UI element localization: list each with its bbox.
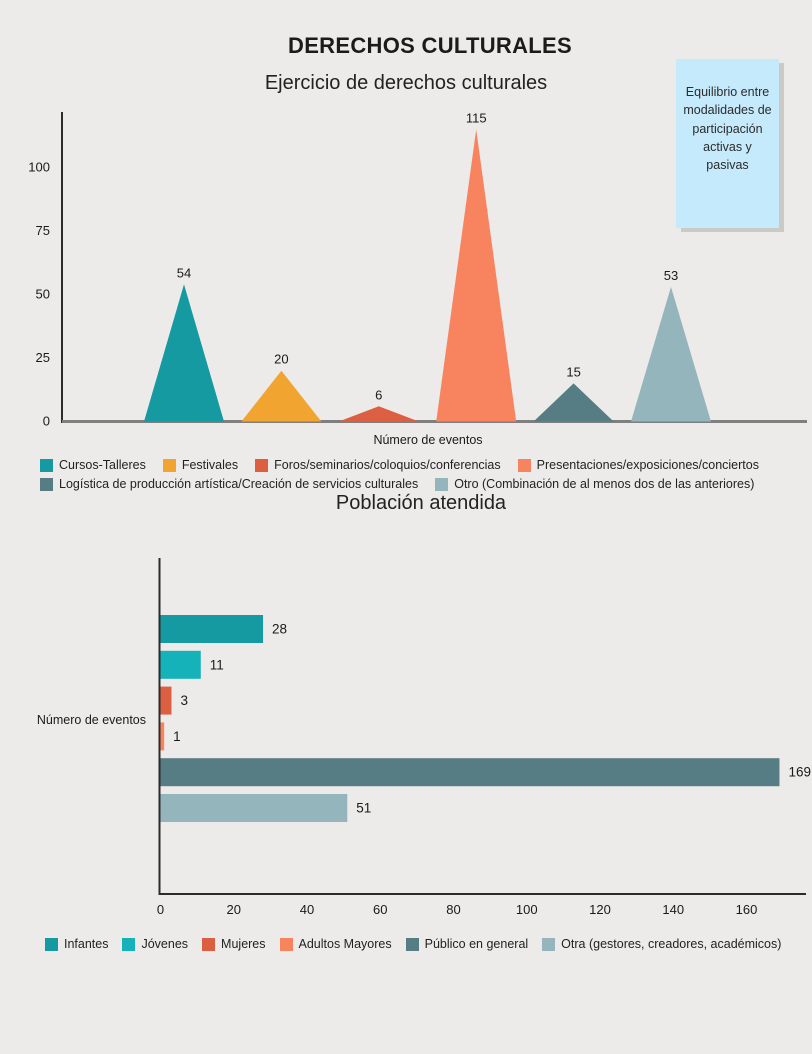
legend-row: Logística de producción artística/Creaci… [40, 477, 759, 491]
legend-item-mujeres: Mujeres [202, 937, 266, 951]
legend-swatch-otro-combinacion-de-al-menos-dos-de-la [435, 477, 449, 491]
legend-item-logistica-de-produccion-artistica-crea: Logística de producción artística/Creaci… [40, 477, 418, 491]
x-tick-label: 0 [157, 902, 164, 917]
legend-item-festivales: Festivales [162, 458, 239, 472]
x-tick-label: 100 [516, 902, 538, 917]
x-tick-label: 120 [589, 902, 611, 917]
value-label-cursos-talleres: 54 [177, 265, 191, 280]
legend-item-otra-gestores-creadores-academicos: Otra (gestores, creadores, académicos) [542, 937, 781, 951]
page-title: DERECHOS CULTURALES [288, 33, 572, 58]
triangle-festivales [241, 370, 322, 422]
y-tick-label: 50 [36, 287, 50, 302]
legend-swatch-publico-en-general [405, 937, 419, 951]
legend-label: Adultos Mayores [298, 937, 392, 951]
legend-label: Otra (gestores, creadores, académicos) [561, 937, 782, 951]
value-label-foros-seminarios-coloquios-conferencia: 6 [375, 387, 382, 402]
y-tick-label: 100 [28, 160, 50, 175]
value-label-presentaciones-exposiciones-conciertos: 115 [466, 110, 487, 125]
x-tick-label: 160 [736, 902, 758, 917]
triangle-otro-combinacion-de-al-menos-dos-de-la [631, 286, 711, 422]
bar-value-mujeres: 3 [180, 693, 188, 708]
legend-label: Infantes [64, 937, 109, 951]
legend-label: Cursos-Talleres [59, 458, 146, 472]
legend-swatch-mujeres [202, 937, 216, 951]
legend-item-presentaciones-exposiciones-conciertos: Presentaciones/exposiciones/conciertos [517, 458, 759, 472]
value-label-otro-combinacion-de-al-menos-dos-de-la: 53 [664, 268, 678, 283]
legend-label: Presentaciones/exposiciones/conciertos [536, 458, 759, 472]
bar-jovenes [160, 650, 201, 679]
chart1-title: Ejercicio de derechos culturales [264, 72, 548, 94]
x-tick-label: 80 [446, 902, 460, 917]
x-axis-line [62, 420, 807, 423]
bar-value-jovenes: 11 [210, 657, 224, 672]
legend-item-cursos-talleres: Cursos-Talleres [40, 458, 146, 472]
x-tick-label: 20 [227, 902, 241, 917]
triangle-presentaciones-exposiciones-conciertos [436, 129, 517, 422]
legend-swatch-foros-seminarios-coloquios-conferencia [255, 458, 269, 472]
triangle-foros-seminarios-coloquios-conferencia [338, 406, 419, 422]
bar-value-infantes: 28 [272, 622, 287, 637]
chart2-legend: Infantes Jóvenes Mujeres Adultos Mayores Púb… [45, 937, 781, 951]
legend-label: Público en general [424, 937, 529, 951]
bar-otra-gestores-creadores-academicos [160, 794, 348, 822]
legend-item-foros-seminarios-coloquios-conferencia: Foros/seminarios/coloquios/conferencias [255, 458, 501, 472]
legend-swatch-infantes [45, 937, 58, 951]
y-tick-label: 75 [36, 223, 50, 238]
legend-label: Mujeres [221, 937, 266, 951]
chart2-title: Población atendida [335, 492, 507, 514]
legend-row: Cursos-Talleres Festivales Foros/seminario… [40, 458, 759, 472]
bar-publico-en-general [160, 758, 780, 787]
legend-label: Logística de producción artística/Creaci… [59, 477, 419, 491]
legend-item-adultos-mayores: Adultos Mayores [279, 937, 392, 951]
bar-value-adultos-mayores: 1 [173, 729, 181, 744]
legend-swatch-jovenes [122, 937, 136, 951]
x-axis-line [159, 893, 806, 895]
horizontal-bar-chart: 28 11 3 1 169 51 0 20 40 60 80 100 120 140 160 [157, 558, 811, 917]
y-tick-label: 25 [36, 350, 50, 365]
legend-swatch-adultos-mayores [279, 937, 293, 951]
chart2-y-axis-label: Número de eventos [36, 713, 146, 727]
value-label-festivales: 20 [274, 352, 288, 367]
legend-swatch-otra-gestores-creadores-academicos [542, 937, 556, 951]
x-tick-label: 60 [373, 902, 387, 917]
bar-value-publico-en-general: 169 [788, 765, 811, 780]
legend-swatch-cursos-talleres [40, 458, 53, 472]
legend-item-infantes: Infantes [45, 937, 108, 951]
legend-label: Festivales [181, 458, 239, 472]
bar-mujeres [160, 686, 172, 715]
x-tick-label: 40 [300, 902, 314, 917]
legend-swatch-logistica-de-produccion-artistica-crea [40, 477, 53, 491]
bar-adultos-mayores [160, 722, 165, 751]
sticky-note: Equilibrio entre modalidades de particip… [676, 59, 779, 228]
legend-label: Foros/seminarios/coloquios/conferencias [274, 458, 501, 472]
triangle-cursos-talleres [144, 284, 224, 422]
legend-item-jovenes: Jóvenes [122, 937, 188, 951]
triangle-peak-chart: 0 25 50 75 100 54 20 6 115 15 53 Número de eventos [28, 110, 807, 447]
chart1-legend: Cursos-Talleres Festivales Foros/seminario… [40, 458, 759, 491]
legend-label: Jóvenes [141, 937, 189, 951]
chart1-x-axis-label: Número de eventos [373, 433, 482, 447]
y-tick-label: 0 [43, 414, 50, 429]
legend-swatch-presentaciones-exposiciones-conciertos [517, 458, 531, 472]
bar-infantes [160, 615, 264, 643]
x-tick-label: 140 [662, 902, 684, 917]
legend-swatch-festivales [162, 458, 176, 472]
value-label-logistica-de-produccion-artistica-crea: 15 [566, 364, 580, 379]
bar-value-otra-gestores-creadores-academicos: 51 [356, 801, 371, 816]
legend-item-publico-en-general: Público en general [405, 937, 529, 951]
legend-item-otro-combinacion-de-al-menos-dos-de-la: Otro (Combinación de al menos dos de las… [435, 477, 754, 491]
triangle-logistica-de-produccion-artistica-crea [533, 383, 614, 422]
legend-label: Otro (Combinación de al menos dos de las… [454, 477, 755, 491]
